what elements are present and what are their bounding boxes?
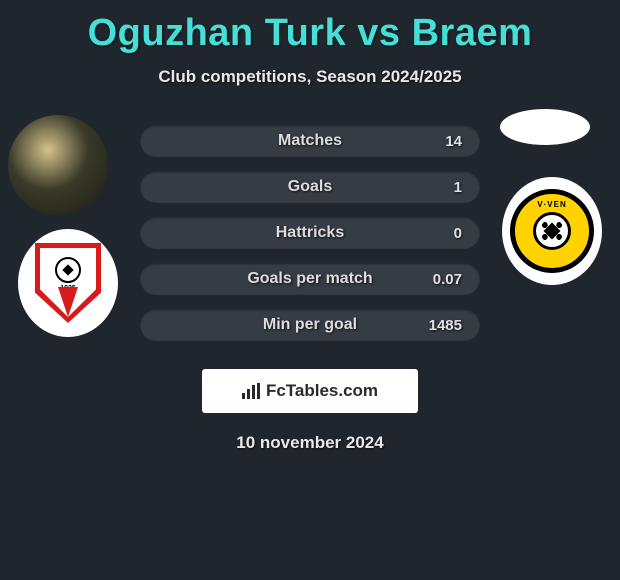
stat-right-value: 0 xyxy=(422,225,462,242)
stat-row-hattricks: Hattricks 0 xyxy=(140,217,480,249)
page-title: Oguzhan Turk vs Braem xyxy=(0,0,620,55)
stat-right-value: 14 xyxy=(422,133,462,150)
stat-row-goals-per-match: Goals per match 0.07 xyxy=(140,263,480,295)
stat-row-min-per-goal: Min per goal 1485 xyxy=(140,309,480,341)
vvv-venlo-badge-icon: V·VEN xyxy=(510,189,594,273)
comparison-panel: 1925 V·VEN Matches 14 Goals 1 Hattricks … xyxy=(0,125,620,453)
stat-right-value: 1485 xyxy=(422,317,462,334)
brand-badge[interactable]: FcTables.com xyxy=(202,369,418,413)
club-logo-left: 1925 xyxy=(18,229,118,337)
player-photo-right xyxy=(500,109,590,145)
stats-list: Matches 14 Goals 1 Hattricks 0 Goals per… xyxy=(140,125,480,341)
stat-row-goals: Goals 1 xyxy=(140,171,480,203)
snapshot-date: 10 november 2024 xyxy=(0,433,620,453)
bar-chart-icon xyxy=(242,383,260,399)
brand-text: FcTables.com xyxy=(266,381,378,401)
stat-right-value: 0.07 xyxy=(422,271,462,288)
vvv-text: V·VEN xyxy=(521,200,583,209)
season-subtitle: Club competitions, Season 2024/2025 xyxy=(0,67,620,87)
fc-emmen-shield-icon: 1925 xyxy=(35,243,101,323)
club-logo-right: V·VEN xyxy=(502,177,602,285)
stat-row-matches: Matches 14 xyxy=(140,125,480,157)
stat-right-value: 1 xyxy=(422,179,462,196)
player-photo-left xyxy=(8,115,108,215)
